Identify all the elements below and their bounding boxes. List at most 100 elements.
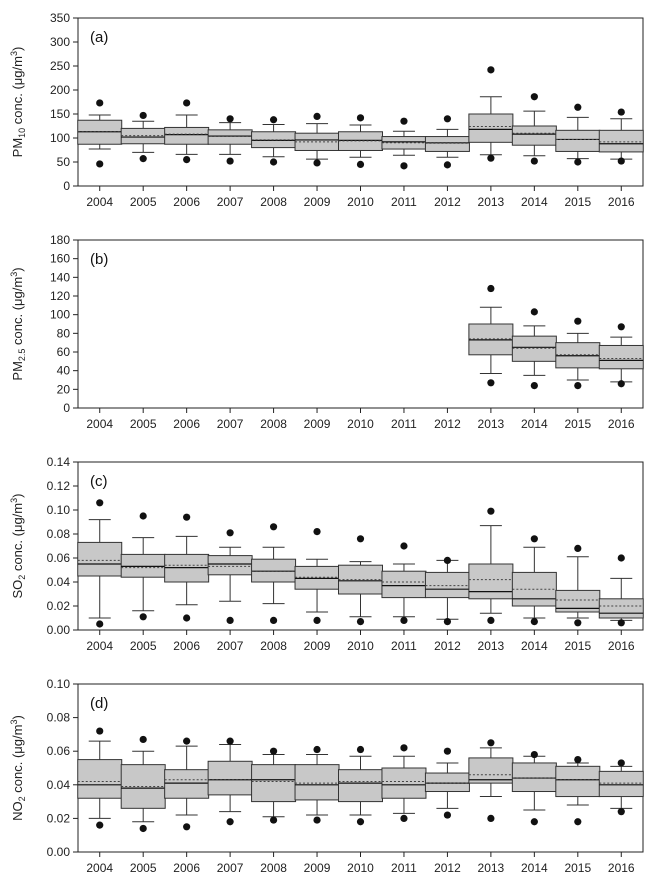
x-tick-label: 2004 — [86, 639, 113, 653]
outlier-low — [356, 160, 365, 168]
x-tick-label: 2014 — [521, 195, 548, 209]
panel-label: (b) — [90, 251, 108, 268]
x-tick-label: 2012 — [434, 417, 461, 431]
box-2014 — [511, 535, 557, 626]
x-tick-label: 2011 — [391, 195, 417, 209]
box-2012 — [424, 556, 470, 626]
outlier-low — [226, 616, 234, 625]
y-tick-label: 0.00 — [47, 623, 71, 637]
box-2014 — [511, 750, 557, 826]
x-tick-label: 2005 — [130, 861, 157, 875]
outlier-low — [443, 618, 452, 626]
x-tick-label: 2008 — [260, 195, 287, 209]
outlier-low — [530, 618, 538, 626]
outlier-high — [269, 523, 278, 531]
box-iqr — [424, 772, 470, 793]
box-iqr — [598, 129, 644, 153]
box-2013 — [468, 66, 514, 162]
y-tick-label: 40 — [57, 364, 71, 378]
outlier-high — [400, 744, 408, 752]
y-tick-label: 0.00 — [47, 845, 71, 859]
outlier-high — [226, 115, 234, 123]
y-tick-label: 0.10 — [47, 677, 71, 691]
outlier-low — [400, 616, 408, 625]
y-axis-title-sup: 3 — [9, 498, 19, 503]
box-2011 — [381, 542, 427, 625]
y-axis-title: PM2.5 conc. (μg/m3) — [9, 267, 27, 380]
outlier-high — [487, 507, 495, 515]
y-axis-title-mid: conc. (μg/m — [10, 725, 25, 797]
x-tick-label: 2013 — [478, 417, 505, 431]
y-tick-label: 0.04 — [47, 778, 71, 792]
outlier-high — [400, 542, 408, 550]
x-tick-label: 2006 — [173, 417, 200, 431]
plot-frame — [77, 239, 644, 409]
x-tick-label: 2015 — [564, 417, 591, 431]
y-axis-title: SO2 conc. (μg/m3) — [9, 494, 27, 599]
x-tick-label: 2016 — [608, 195, 635, 209]
outlier-low — [443, 161, 452, 169]
panel-4: 0.00 0.02 0.04 0.06 0.08 0.10 2004 2005 2006 2007… — [9, 677, 644, 875]
box-iqr — [555, 129, 601, 152]
y-axis-title-post: ) — [10, 494, 25, 498]
box-iqr — [251, 558, 297, 583]
outlier-high — [530, 750, 538, 759]
panel-label: (d) — [90, 695, 108, 712]
outlier-high — [356, 745, 365, 754]
box-iqr — [381, 570, 427, 599]
box-2015 — [555, 544, 601, 627]
outlier-low — [400, 162, 408, 170]
box-2015 — [555, 103, 601, 166]
box-2004 — [77, 499, 123, 628]
box-2008 — [251, 116, 297, 166]
x-tick-label: 2007 — [217, 861, 244, 875]
x-tick-label: 2010 — [347, 639, 374, 653]
x-tick-label: 2006 — [173, 861, 200, 875]
box-iqr — [468, 757, 514, 784]
x-tick-label: 2008 — [260, 861, 287, 875]
box-2007 — [207, 529, 253, 625]
outlier-low — [183, 823, 191, 831]
x-tick-label: 2005 — [130, 417, 157, 431]
outlier-high — [443, 556, 452, 565]
outlier-high — [530, 535, 538, 543]
x-tick-label: 2006 — [173, 639, 200, 653]
y-tick-label: 0.06 — [47, 744, 71, 758]
y-tick-label: 120 — [50, 289, 70, 303]
y-axis-title-sub: 2 — [17, 796, 27, 801]
y-tick-label: 300 — [50, 35, 70, 49]
y-tick-label: 140 — [50, 270, 70, 284]
outlier-high — [226, 737, 234, 745]
x-tick-label: 2010 — [347, 417, 374, 431]
y-tick-label: 0.08 — [47, 711, 71, 725]
box-iqr — [251, 764, 297, 803]
x-tick-label: 2013 — [478, 639, 505, 653]
x-tick-label: 2005 — [130, 195, 157, 209]
box-2004 — [77, 99, 123, 168]
outlier-low — [530, 382, 538, 390]
outlier-high — [139, 512, 147, 520]
outlier-low — [487, 154, 495, 162]
outlier-low — [617, 380, 625, 388]
box-2011 — [381, 744, 427, 823]
outlier-low — [617, 157, 625, 165]
y-tick-label: 180 — [50, 233, 70, 247]
box-2016 — [598, 323, 644, 388]
outlier-high — [269, 747, 278, 755]
x-tick-label: 2004 — [86, 861, 113, 875]
outlier-high — [139, 111, 147, 120]
outlier-low — [356, 818, 365, 826]
y-tick-label: 0.06 — [47, 551, 71, 565]
outlier-low — [139, 613, 147, 621]
y-tick-label: 0.14 — [47, 455, 71, 469]
box-iqr — [424, 136, 470, 152]
outlier-low — [313, 816, 321, 824]
box-2006 — [164, 513, 210, 622]
outlier-low — [356, 618, 365, 626]
box-2015 — [555, 756, 601, 826]
y-tick-label: 100 — [50, 308, 70, 322]
outlier-low — [617, 619, 625, 627]
x-tick-label: 2013 — [478, 195, 505, 209]
x-tick-label: 2011 — [391, 861, 417, 875]
x-tick-label: 2014 — [521, 417, 548, 431]
